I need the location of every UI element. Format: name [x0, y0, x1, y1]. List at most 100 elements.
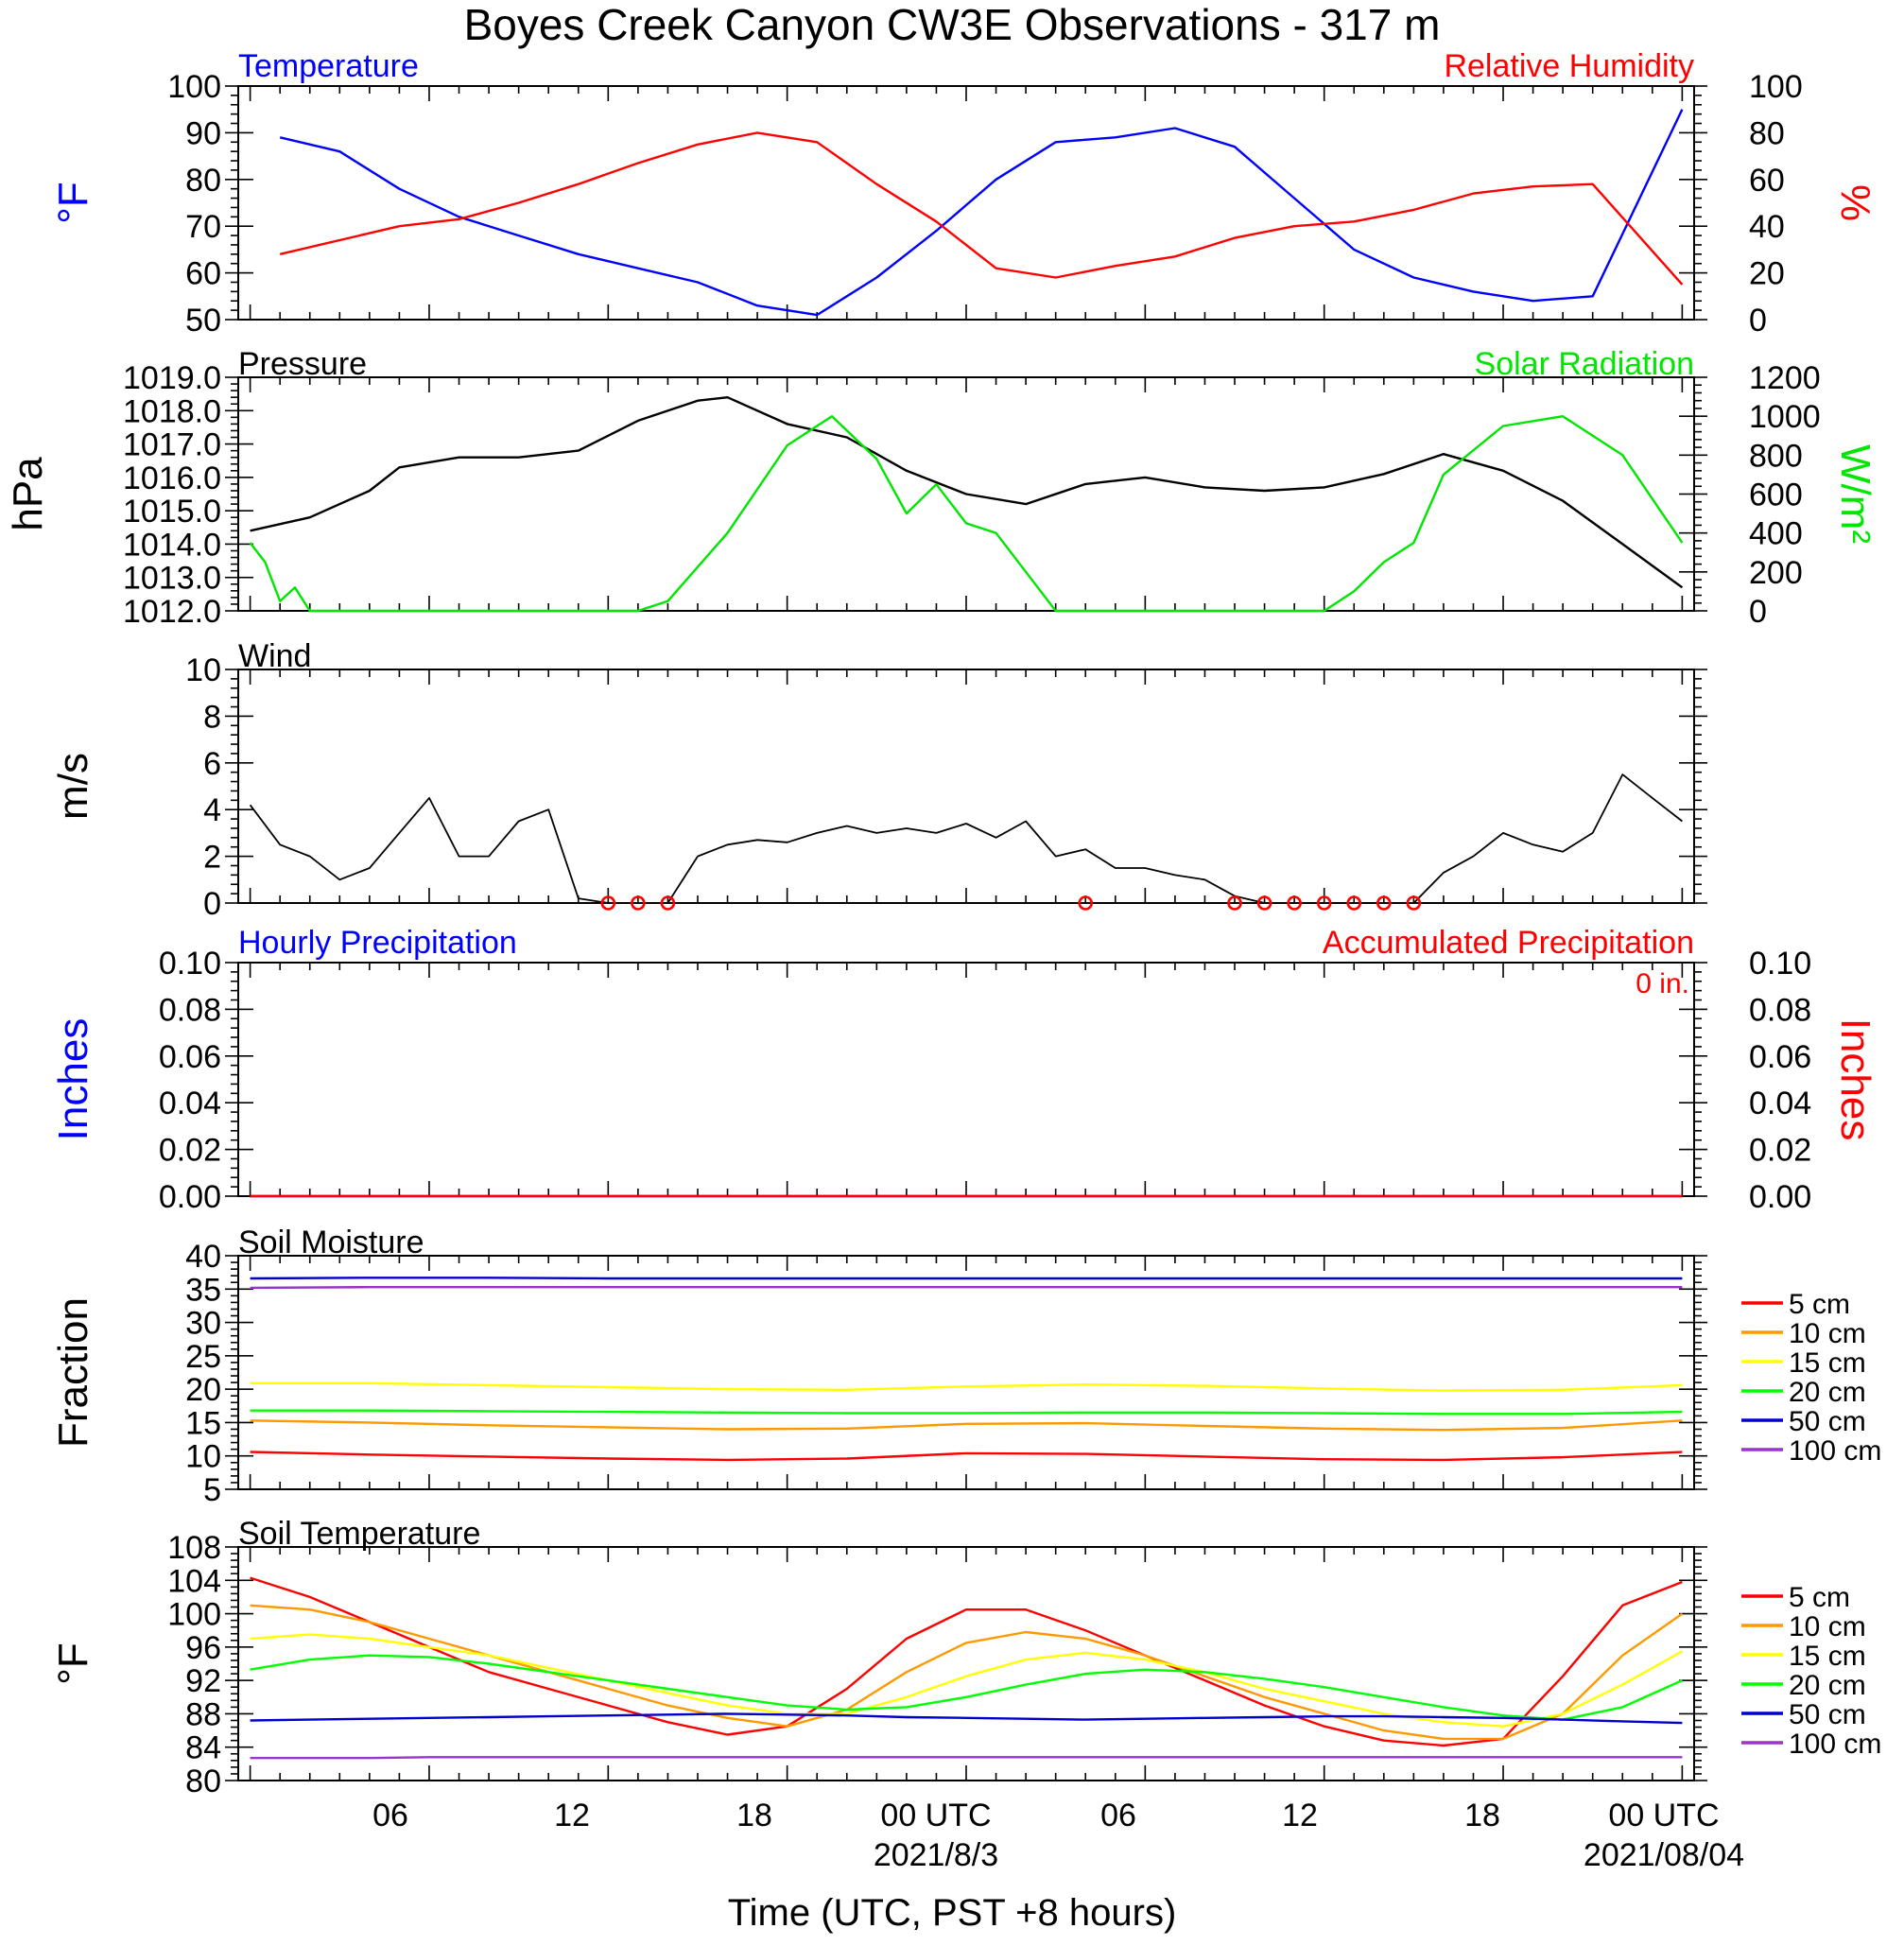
y-tick-label: 25 — [185, 1339, 221, 1375]
series-line-relative-humidity — [279, 131, 1684, 286]
y-tick-label: 0.00 — [159, 1179, 221, 1215]
series-line-20-cm — [250, 1654, 1683, 1721]
y-tick-label: 0.04 — [159, 1086, 221, 1121]
panel-title-right: Relative Humidity — [1444, 48, 1694, 84]
y-tick-label: 1018.0 — [123, 393, 221, 429]
legend-label: 5 cm — [1789, 1582, 1850, 1613]
x-tick-label: 18 — [1464, 1798, 1500, 1833]
legend-label: 10 cm — [1789, 1318, 1866, 1349]
y-tick-label: 90 — [185, 115, 221, 151]
y-right-tick-label: 0 — [1749, 303, 1767, 339]
y-tick-label: 96 — [185, 1630, 221, 1666]
y-axis-label-right: W/m² — [1832, 444, 1878, 544]
y-tick-label: 92 — [185, 1663, 221, 1699]
y-right-tick-label: 80 — [1749, 115, 1785, 151]
series-line-wind — [249, 773, 1683, 904]
date-label: 2021/08/04 — [1584, 1837, 1744, 1873]
panel-title-left: Wind — [238, 638, 311, 674]
panel-title-left: Pressure — [238, 346, 367, 382]
y-tick-label: 100 — [167, 1597, 221, 1633]
legend-label: 100 cm — [1789, 1435, 1881, 1467]
y-tick-label: 60 — [185, 256, 221, 292]
series-line-50-cm — [250, 1277, 1683, 1280]
y-right-tick-label: 1000 — [1749, 399, 1821, 435]
x-tick-label: 06 — [1100, 1798, 1136, 1833]
legend-label: 50 cm — [1789, 1406, 1866, 1437]
series-line-50-cm — [250, 1712, 1683, 1725]
y-right-tick-label: 200 — [1749, 555, 1803, 591]
panel-title-left: Soil Temperature — [238, 1516, 480, 1552]
y-tick-label: 108 — [167, 1530, 221, 1566]
y-right-tick-label: 0.06 — [1749, 1039, 1811, 1075]
calm-wind-marker — [1406, 895, 1422, 911]
x-axis-label: Time (UTC, PST +8 hours) — [728, 1892, 1177, 1934]
y-tick-label: 0.08 — [159, 992, 221, 1028]
time-axis: 06 12 18 00 UTC 06 12 18 00 UTC 2021/8/3… — [372, 1798, 1744, 1934]
y-axis-label-left: m/s — [50, 753, 96, 820]
y-tick-label: 0.02 — [159, 1133, 221, 1169]
y-axis-label-right: % — [1832, 184, 1878, 221]
y-tick-label: 88 — [185, 1696, 221, 1732]
y-right-tick-label: 0.00 — [1749, 1179, 1811, 1215]
panel-title-left: Temperature — [238, 48, 419, 84]
y-tick-label: 0 — [203, 886, 221, 922]
calm-wind-marker — [600, 895, 616, 911]
series-line-100-cm — [250, 1756, 1683, 1760]
y-tick-label: 50 — [185, 303, 221, 339]
y-tick-label: 6 — [203, 746, 221, 782]
y-tick-label: 8 — [203, 699, 221, 735]
y-axis-label-right: Inches — [1832, 1018, 1878, 1141]
calm-wind-marker — [1078, 895, 1094, 911]
y-tick-label: 1012.0 — [123, 594, 221, 630]
y-tick-label: 1013.0 — [123, 561, 221, 597]
panel-wind: 10 8 6 4 2 0 Wind m/s — [50, 638, 1707, 922]
calm-wind-marker — [660, 895, 676, 911]
y-right-tick-label: 600 — [1749, 478, 1803, 513]
series-line-temperature — [279, 109, 1684, 317]
panel-temp_rh: 100 90 80 70 60 50 100 80 60 40 20 0 Temperature Rela… — [50, 48, 1878, 339]
calm-wind-marker — [1376, 895, 1392, 911]
y-right-tick-label: 20 — [1749, 256, 1785, 292]
x-tick-label: 18 — [736, 1798, 772, 1833]
figure-title: Boyes Creek Canyon CW3E Observations - 3… — [464, 0, 1441, 49]
x-tick-label: 00 UTC — [1608, 1798, 1719, 1833]
x-tick-label: 12 — [554, 1798, 590, 1833]
y-tick-label: 1017.0 — [123, 427, 221, 463]
y-tick-label: 1019.0 — [123, 360, 221, 396]
panel-precip: 0.10 0.08 0.06 0.04 0.02 0.00 0.10 0.08 0.06 0.04… — [50, 925, 1878, 1215]
panel-pressure_solar: 1019.01018.01017.01016.01015.01014.01013… — [5, 346, 1878, 630]
y-tick-label: 1015.0 — [123, 494, 221, 530]
series-line-solar-radiation — [249, 415, 1684, 613]
y-tick-label: 35 — [185, 1272, 221, 1308]
y-right-tick-label: 800 — [1749, 438, 1803, 474]
legend-label: 50 cm — [1789, 1699, 1866, 1730]
calm-wind-marker — [1227, 895, 1242, 911]
y-tick-label: 10 — [185, 652, 221, 688]
panel-title-left: Hourly Precipitation — [238, 925, 517, 961]
calm-wind-marker — [1287, 895, 1302, 911]
calm-wind-marker — [1256, 895, 1272, 911]
y-tick-label: 5 — [203, 1472, 221, 1508]
y-axis-label-left: hPa — [5, 457, 51, 531]
y-right-tick-label: 1200 — [1749, 360, 1821, 396]
y-right-tick-label: 0.08 — [1749, 992, 1811, 1028]
legend-label: 100 cm — [1789, 1729, 1881, 1760]
series-line-100-cm — [250, 1285, 1683, 1290]
series-line-15-cm — [250, 1381, 1683, 1392]
legend-label: 15 cm — [1789, 1641, 1866, 1672]
panel-title-right: Accumulated Precipitation — [1323, 925, 1694, 961]
y-right-tick-label: 60 — [1749, 163, 1785, 199]
series-line-pressure — [250, 396, 1684, 589]
y-tick-label: 70 — [185, 209, 221, 245]
y-right-tick-label: 40 — [1749, 209, 1785, 245]
calm-wind-marker — [1316, 895, 1332, 911]
y-tick-label: 1016.0 — [123, 460, 221, 496]
y-right-tick-label: 0.02 — [1749, 1133, 1811, 1169]
y-axis-label-left: °F — [50, 182, 96, 223]
y-right-tick-label: 0.10 — [1749, 946, 1811, 982]
calm-wind-marker — [1346, 895, 1362, 911]
precip-total-annotation: 0 in. — [1636, 968, 1689, 999]
